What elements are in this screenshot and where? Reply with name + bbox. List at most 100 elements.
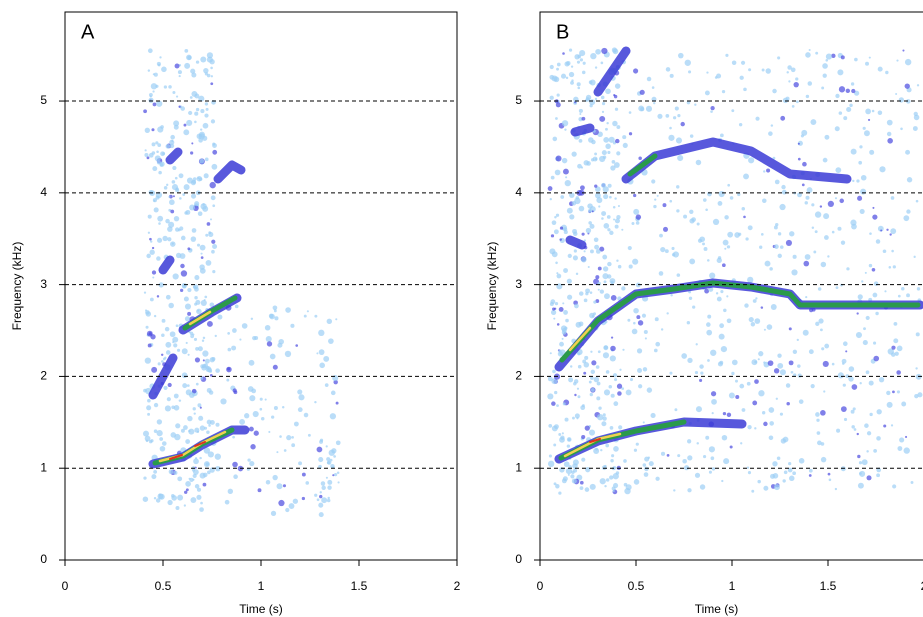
speckle bbox=[617, 264, 622, 269]
speckle bbox=[621, 387, 625, 390]
speckle bbox=[569, 365, 573, 368]
speckle bbox=[163, 186, 168, 190]
speckle bbox=[200, 364, 205, 369]
speckle bbox=[165, 144, 171, 149]
speckle bbox=[297, 407, 303, 413]
speckle bbox=[798, 399, 804, 404]
speckle bbox=[185, 481, 191, 487]
speckle bbox=[180, 428, 185, 433]
speckle bbox=[603, 194, 609, 200]
speckle bbox=[797, 142, 800, 145]
speckle bbox=[190, 236, 197, 242]
speckle bbox=[206, 387, 212, 393]
speckle bbox=[805, 195, 810, 200]
speckle bbox=[206, 52, 214, 59]
speckle bbox=[164, 356, 167, 359]
speckle bbox=[282, 484, 287, 488]
speckle bbox=[850, 219, 857, 226]
speckle bbox=[551, 401, 556, 406]
speckle bbox=[597, 350, 601, 354]
speckle bbox=[161, 360, 164, 363]
speckle bbox=[721, 263, 726, 268]
speckle bbox=[200, 299, 207, 306]
speckle bbox=[583, 371, 587, 375]
speckle bbox=[577, 163, 582, 169]
speckle bbox=[178, 173, 184, 179]
speckle bbox=[549, 64, 554, 70]
speckle bbox=[605, 478, 610, 482]
speckle bbox=[763, 485, 769, 491]
speckle bbox=[808, 349, 814, 355]
speckle bbox=[596, 381, 601, 386]
speckle bbox=[183, 296, 189, 302]
speckle bbox=[305, 481, 310, 485]
speckle bbox=[651, 86, 655, 89]
speckle bbox=[743, 173, 750, 180]
speckle bbox=[572, 255, 578, 261]
speckle bbox=[160, 353, 164, 357]
x-axis-label: Time (s) bbox=[695, 602, 739, 616]
speckle bbox=[678, 52, 684, 59]
speckle bbox=[747, 276, 754, 283]
speckle bbox=[805, 52, 811, 58]
speckle bbox=[706, 329, 713, 336]
speckle bbox=[675, 137, 683, 144]
speckle bbox=[728, 392, 735, 399]
speckle bbox=[560, 73, 567, 79]
speckle bbox=[149, 440, 153, 444]
speckle bbox=[189, 204, 196, 211]
speckle bbox=[183, 123, 187, 127]
speckle bbox=[285, 507, 290, 513]
speckle bbox=[666, 453, 670, 457]
speckle bbox=[555, 213, 560, 217]
speckle bbox=[595, 365, 600, 369]
speckle bbox=[199, 507, 204, 512]
speckle bbox=[570, 65, 574, 68]
speckle bbox=[291, 435, 294, 439]
speckle bbox=[604, 293, 610, 300]
speckle bbox=[758, 390, 765, 397]
speckle bbox=[602, 413, 606, 417]
speckle bbox=[894, 351, 899, 356]
y-tick-label: 5 bbox=[515, 93, 522, 107]
speckle bbox=[669, 199, 673, 203]
speckle bbox=[151, 128, 155, 132]
speckle bbox=[577, 364, 582, 369]
speckle bbox=[200, 128, 203, 131]
speckle bbox=[151, 366, 158, 373]
speckle bbox=[144, 153, 149, 158]
speckle bbox=[192, 177, 197, 181]
speckle bbox=[562, 476, 568, 482]
speckle bbox=[153, 469, 158, 474]
speckle bbox=[226, 378, 230, 382]
speckle bbox=[182, 383, 188, 389]
speckle bbox=[599, 246, 605, 252]
spectrogram-traces bbox=[148, 46, 923, 469]
speckle bbox=[195, 60, 200, 64]
speckle bbox=[603, 223, 610, 229]
speckle bbox=[169, 199, 175, 206]
speckle bbox=[797, 364, 801, 368]
speckle bbox=[601, 110, 605, 113]
speckle bbox=[575, 196, 580, 200]
speckle bbox=[757, 358, 760, 361]
speckle bbox=[314, 314, 318, 318]
speckle bbox=[204, 113, 209, 118]
speckle bbox=[578, 108, 583, 113]
speckle bbox=[202, 482, 207, 487]
speckle bbox=[321, 485, 326, 491]
speckle bbox=[863, 327, 866, 331]
speckle bbox=[896, 390, 900, 394]
speckle bbox=[168, 195, 171, 198]
speckle bbox=[600, 95, 605, 100]
speckle bbox=[688, 296, 693, 300]
speckle bbox=[593, 237, 599, 243]
speckle bbox=[727, 231, 734, 238]
speckle bbox=[726, 318, 732, 324]
speckle bbox=[686, 321, 691, 325]
speckle bbox=[609, 426, 614, 430]
speckle bbox=[191, 90, 198, 97]
speckle bbox=[735, 379, 738, 383]
speckle bbox=[606, 121, 609, 125]
